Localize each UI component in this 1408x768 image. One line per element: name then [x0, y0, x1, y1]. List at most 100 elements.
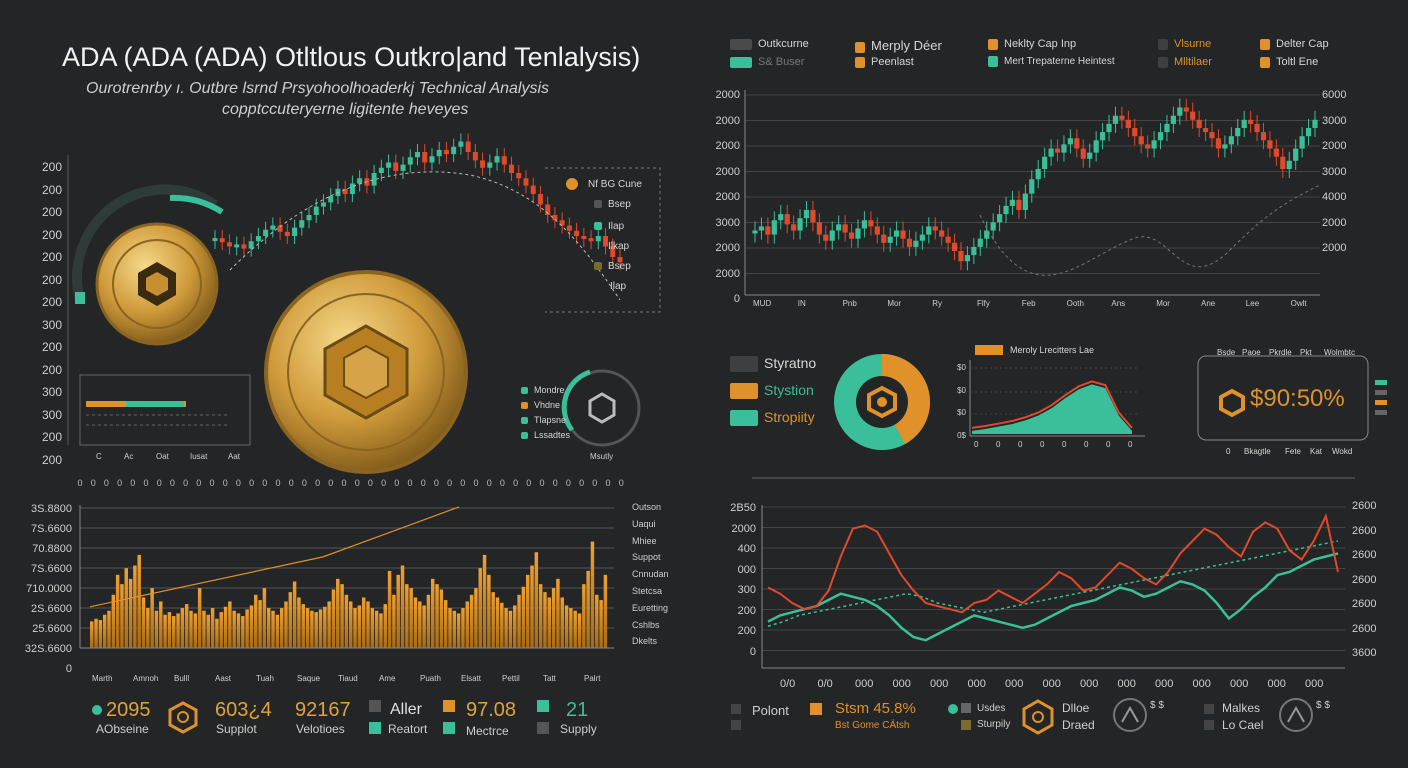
bar [469, 594, 474, 648]
bar [538, 584, 543, 648]
candle [458, 141, 464, 147]
bar [418, 601, 422, 648]
mini-legend-box [79, 374, 251, 446]
right-axis-label: Euretting [632, 602, 669, 613]
bar [292, 581, 297, 648]
bar [318, 609, 323, 648]
y-tick-label: 300 [41, 407, 62, 422]
candle [1138, 136, 1144, 145]
candle [313, 206, 319, 215]
bar [197, 588, 202, 648]
y-tick-label: 2000 [715, 191, 740, 203]
bar [448, 608, 452, 648]
y-tick-label: 2600 [1352, 598, 1377, 610]
bar [344, 594, 349, 648]
y-tick-label: 2600 [1352, 524, 1377, 537]
bar [137, 554, 141, 648]
candle [1222, 144, 1228, 149]
dot-mark: 0 [407, 478, 412, 488]
y-tick-label: 710.0000 [26, 583, 72, 595]
y-tick-label: 2000 [715, 267, 740, 280]
y-tick-label: 0$ [957, 430, 966, 440]
x-tick-label: 000 [1230, 678, 1249, 690]
bar [564, 605, 569, 648]
x-tick-label: Saque [297, 674, 321, 683]
candle [836, 224, 842, 231]
dot-mark: 0 [579, 478, 584, 488]
stat-value: Polont [752, 703, 789, 718]
bar [262, 588, 267, 648]
y-tick-label: 2600 [1352, 500, 1377, 512]
candle [255, 236, 261, 242]
bar [452, 610, 457, 648]
x-tick-label: 000 [892, 678, 911, 690]
bar [305, 608, 310, 648]
x-tick-label: 000 [855, 678, 874, 690]
bar [111, 594, 116, 648]
bar [215, 618, 219, 648]
dot-mark: 0 [275, 478, 280, 488]
bar [599, 600, 603, 648]
y-tick-label: $0 [957, 363, 966, 372]
bar [275, 614, 280, 648]
candle [842, 224, 848, 233]
dot-mark: 0 [77, 478, 82, 488]
bar [409, 588, 413, 648]
legend-item: Mert Trepaterne Heintest [988, 56, 1115, 67]
coin-ring [72, 184, 224, 304]
legend-item: Peenlast [855, 56, 914, 68]
ada-coin-large-icon [264, 270, 468, 474]
legend-item: Mlltilaer [1158, 56, 1212, 68]
candle [765, 226, 771, 235]
candle [248, 241, 254, 249]
candle [1299, 136, 1305, 149]
mini-legend-item: Mondre [521, 385, 565, 395]
y-tick-label: 2000 [715, 140, 740, 152]
stat-label: Sturpily [977, 719, 1011, 730]
bar [573, 610, 577, 648]
stat-label: AObseine [96, 722, 149, 736]
hexagon-ring-icon [561, 369, 641, 447]
right-axis-label: Cnnudan [632, 569, 669, 580]
candle [868, 220, 874, 227]
y-tick-label: 200 [737, 625, 756, 637]
candle [1074, 138, 1080, 149]
right-candle-chart [744, 90, 1321, 296]
candle [1267, 140, 1273, 149]
bar [530, 565, 534, 648]
bar [543, 592, 547, 648]
candle [537, 194, 543, 205]
y-tick-label: 200 [41, 340, 62, 354]
y-tick-label: 200 [41, 182, 62, 197]
y-tick-label: 000 [737, 563, 756, 576]
candle [758, 226, 765, 231]
dot-mark: 0 [104, 478, 109, 488]
candle [900, 230, 906, 239]
candle [263, 229, 269, 236]
candle [958, 251, 964, 262]
bar [590, 541, 595, 648]
dot-mark: 0 [117, 478, 122, 488]
bar [603, 574, 608, 648]
x-tick-label: Msutly [590, 452, 614, 461]
candle [1035, 169, 1041, 180]
inset-legend-box [545, 167, 661, 313]
x-tick-label: Ooth [1066, 299, 1084, 308]
candle [791, 224, 797, 231]
candle [610, 246, 616, 257]
x-tick-label: Palrt [584, 674, 601, 683]
dot-mark: 0 [170, 478, 175, 488]
candle [523, 178, 529, 186]
bar [508, 610, 513, 648]
dot-mark: 0 [553, 478, 558, 488]
candle [1190, 111, 1196, 120]
bar [271, 610, 275, 648]
bar [241, 616, 245, 648]
candle [299, 220, 305, 228]
right-axis-label: Stetcsa [632, 586, 663, 596]
bar [133, 565, 137, 648]
candle [1286, 160, 1292, 169]
y-tick-label: $0 [957, 385, 966, 395]
bar [547, 597, 552, 648]
